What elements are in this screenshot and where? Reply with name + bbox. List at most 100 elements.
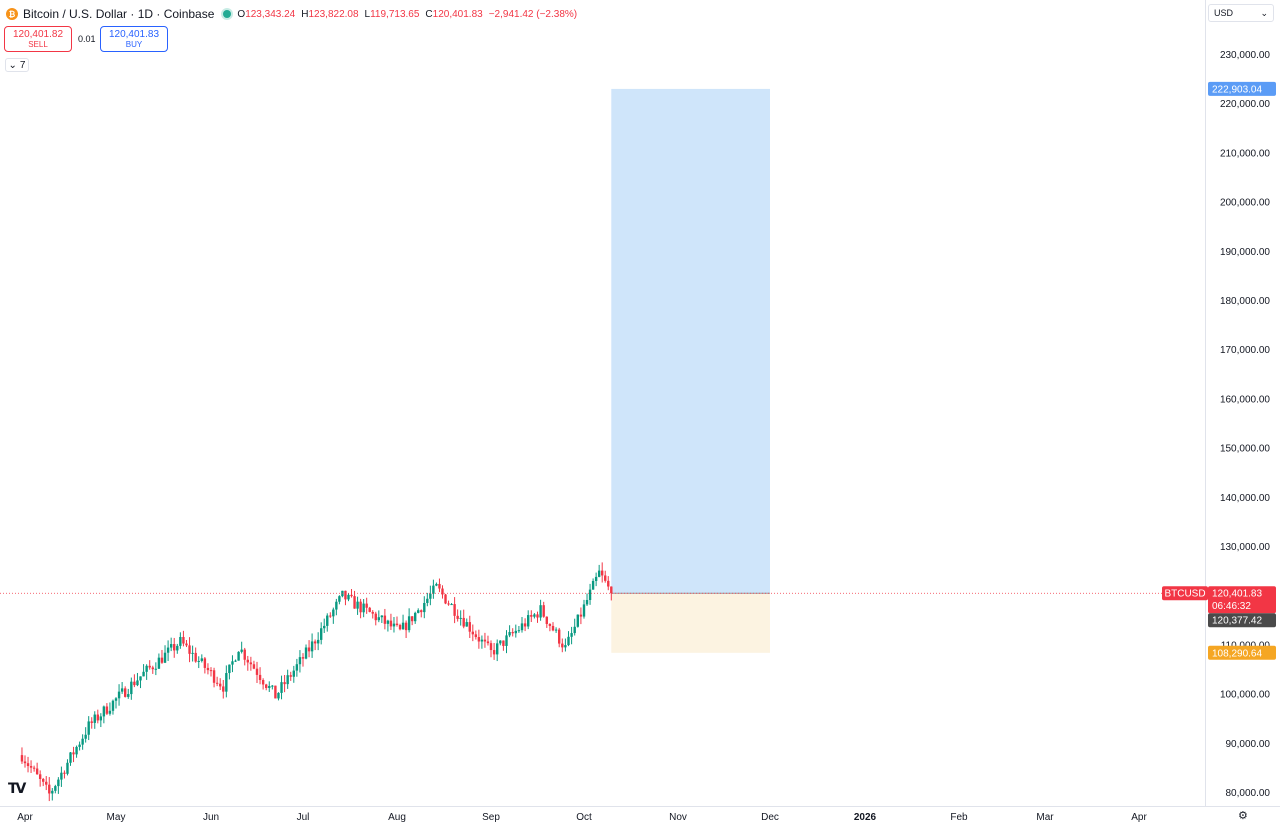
candle [468,615,471,638]
candle-body [38,774,42,779]
candle [99,713,103,728]
price-axis[interactable]: 80,000.0090,000.00100,000.00110,000.0012… [1205,0,1271,806]
candle-body [258,674,262,681]
candle-body [404,622,408,631]
candle-body [600,570,604,576]
candle [395,616,399,627]
sell-button[interactable]: 120,401.82 SELL [4,26,72,52]
settings-icon[interactable]: ⚙ [1238,810,1248,822]
buy-button[interactable]: 120,401.83 BUY [100,26,168,52]
candle-body [20,755,24,762]
candle [426,592,429,607]
candle [166,640,170,662]
candle-body [72,752,75,755]
price-tick-label: 130,000.00 [1220,542,1270,553]
candle [84,727,87,743]
candle-body [261,680,265,685]
candle [176,643,179,654]
candle [280,675,283,700]
candle-body [283,682,286,685]
price-tick-label: 210,000.00 [1220,148,1270,159]
candle-body [136,680,139,686]
candle-body [133,681,136,686]
candle [502,640,505,651]
candle-body [188,645,191,654]
candle [120,682,124,694]
price-tick-label: 90,000.00 [1226,739,1271,750]
candle [371,610,374,619]
candle [114,697,118,709]
candle [576,614,579,628]
candle [413,611,417,624]
candle-body [413,612,417,622]
symbol-header: ₿ Bitcoin / U.S. Dollar · 1D · Coinbase … [6,6,577,22]
candle-body [271,685,274,687]
candle [307,640,311,658]
tradingview-logo-icon[interactable]: TV [8,781,26,797]
spread-value: 0.01 [78,34,96,44]
market-status-icon[interactable] [223,10,232,18]
candle [23,755,27,768]
candle [527,610,530,630]
candle [108,702,112,716]
candle-body [456,615,459,619]
target-price-tag: 222,903.04 [1208,81,1276,96]
candle-body [480,639,484,642]
currency-select[interactable]: USD ⌄ [1208,4,1274,22]
candle [582,599,586,619]
candle-body [163,652,167,663]
candle-body [505,635,508,646]
candle [465,618,468,627]
candle [57,777,60,794]
candle-body [474,634,478,638]
candle-body [594,576,598,581]
candle-body [465,622,468,627]
sell-label: SELL [28,40,48,49]
price-tick-label: 150,000.00 [1220,444,1270,455]
candle-body [362,603,365,613]
candle-body [194,652,197,662]
candle [438,578,441,593]
candle [72,746,75,763]
candle-body [527,615,530,627]
candle-body [237,651,240,661]
candle-body [225,673,228,692]
candle-body [335,601,338,610]
price-tick-label: 160,000.00 [1220,394,1270,405]
long-position-tool[interactable] [611,88,770,653]
candle [447,600,450,606]
price-change: −2,941.42 (−2.38%) [488,8,578,20]
candle [237,651,240,661]
candle-body [514,630,517,634]
candle-body [197,660,200,662]
candle [96,709,99,724]
candle-body [338,596,341,602]
candle-body [127,694,130,697]
candle-body [576,614,579,627]
candle-body [561,643,564,648]
candle-body [240,649,243,652]
candle-body [398,624,402,630]
candle [148,660,151,670]
candle-body [142,671,145,677]
candle-body [554,629,558,631]
candle [600,562,604,583]
candle-body [471,631,475,635]
candle [268,681,271,692]
indicators-toggle[interactable]: ⌄ 7 [5,58,29,72]
candle-body [429,593,432,599]
symbol-title[interactable]: Bitcoin / U.S. Dollar · 1D · Coinbase [23,7,215,21]
stop-price-tag-text: 108,290.64 [1212,648,1262,659]
candle-body [316,639,320,644]
candle [610,586,613,601]
candle [365,597,368,614]
time-tick-label: Aug [388,812,406,823]
candle [517,625,521,633]
candle-body [511,632,514,634]
candle [471,624,475,642]
time-axis[interactable]: Apr May Jun Jul Aug Sep Oct Nov Dec 2026 Feb Mar Apr [0,806,1280,824]
candle-body [35,768,39,775]
target-price-tag-bg [1208,81,1276,96]
